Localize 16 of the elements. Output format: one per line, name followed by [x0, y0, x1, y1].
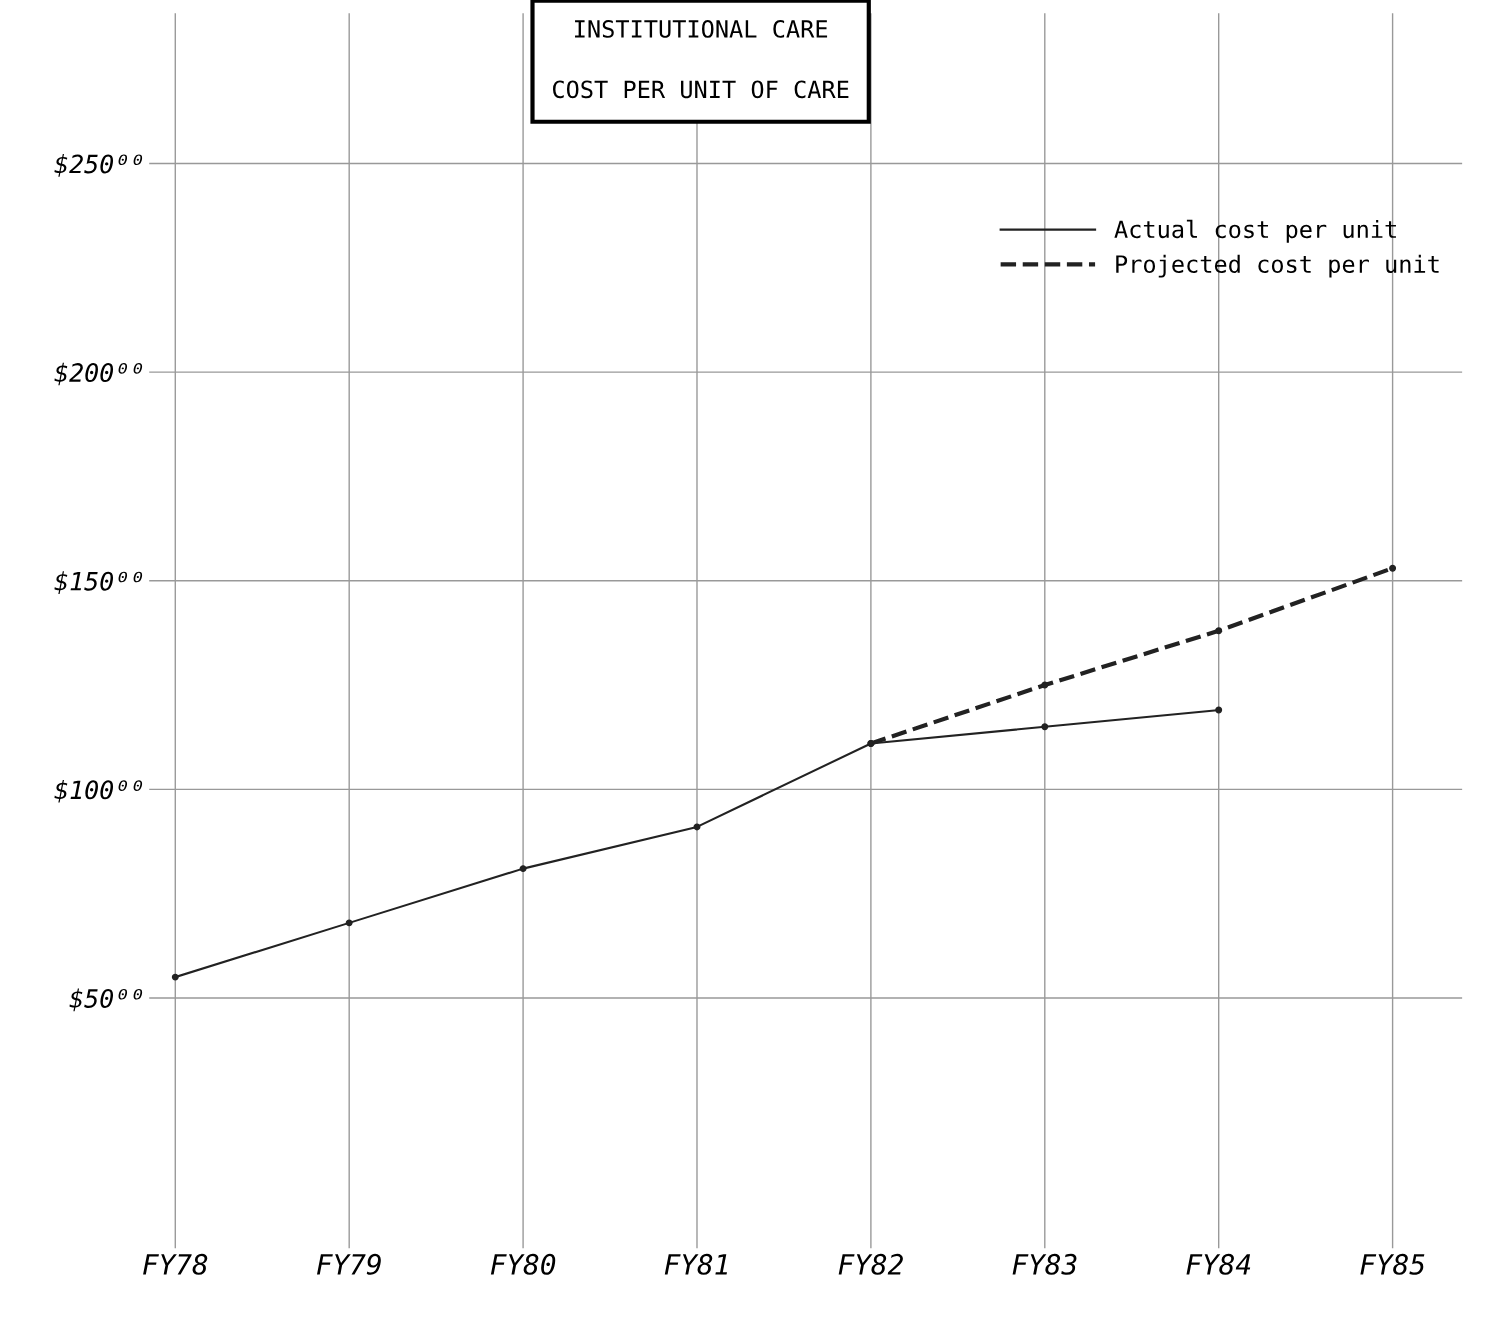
legend-label: Projected cost per unit: [1116, 254, 1439, 278]
x-tick-label: FY85: [1360, 1253, 1425, 1275]
y-tick-label: $100⁰⁰: [54, 779, 143, 803]
y-tick-label: $250⁰⁰: [54, 154, 143, 177]
x-tick-label: FY78: [143, 1253, 208, 1275]
x-tick-label: FY81: [664, 1253, 727, 1275]
y-tick-label: $200⁰⁰: [54, 362, 143, 386]
x-tick-label: FY84: [1186, 1253, 1251, 1275]
x-tick-label: FY79: [316, 1253, 381, 1275]
x-tick-label: FY83: [1012, 1253, 1077, 1275]
y-tick-label: $50⁰⁰: [69, 988, 143, 1012]
chart-title: INSTITUTIONAL CARE COST PER UNIT OF CARE: [552, 20, 849, 99]
legend-label: Actual cost per unit: [1114, 219, 1396, 243]
y-tick-label: $150⁰⁰: [54, 571, 143, 594]
x-tick-label: FY82: [838, 1253, 903, 1275]
x-tick-label: FY80: [490, 1253, 556, 1275]
